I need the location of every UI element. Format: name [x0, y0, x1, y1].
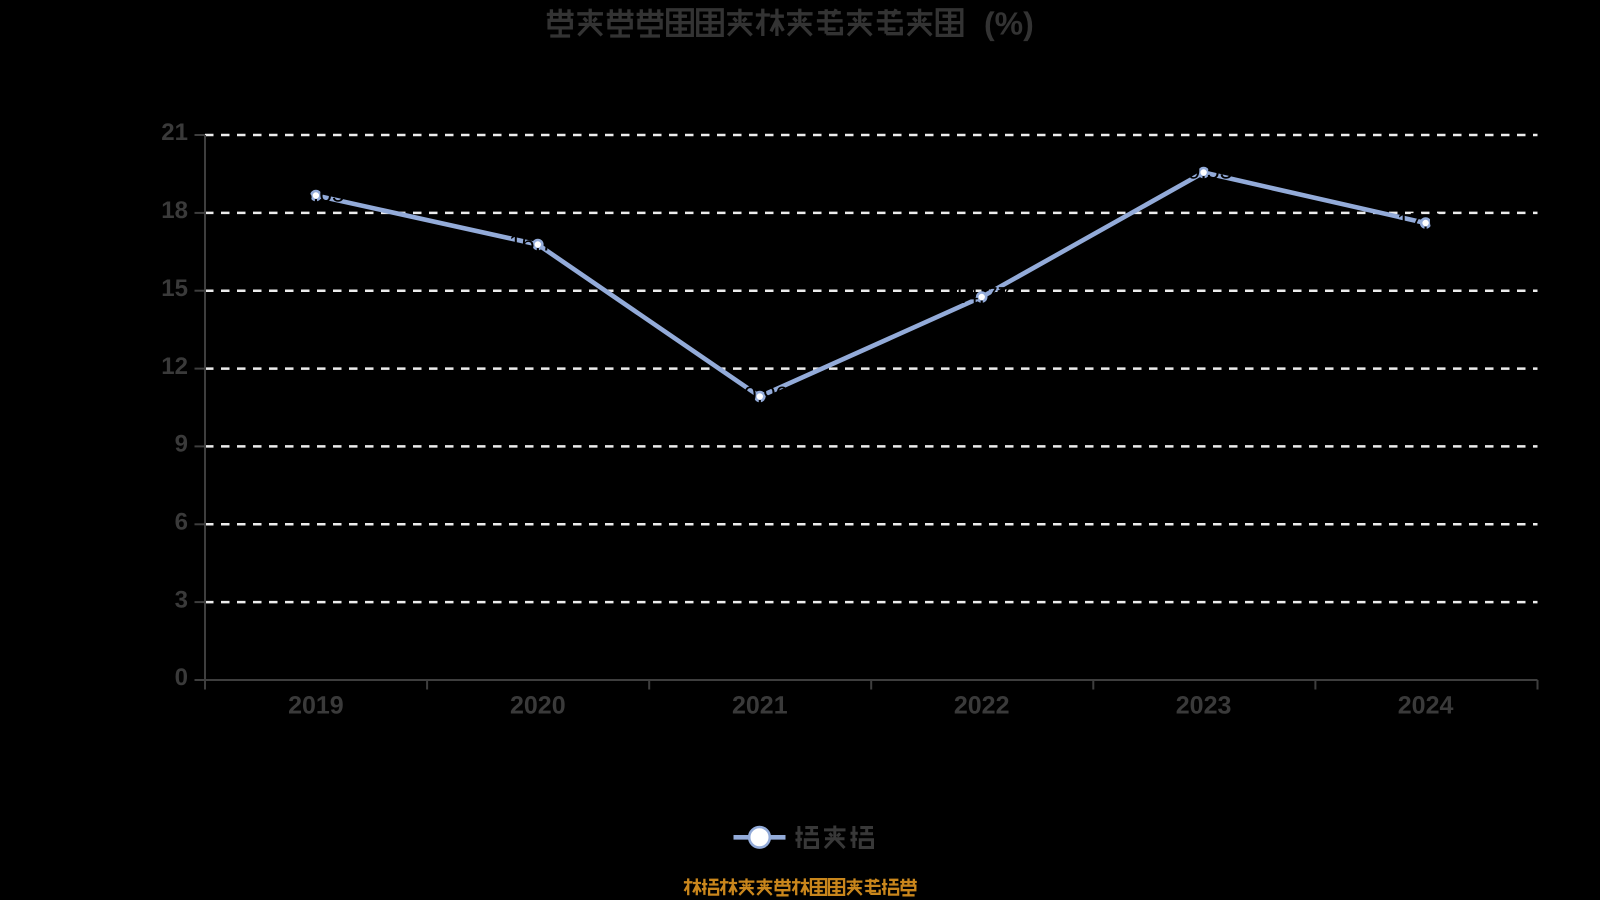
- svg-text:18: 18: [161, 197, 188, 224]
- svg-text:19.53: 19.53: [1175, 157, 1233, 183]
- svg-text:2024: 2024: [1398, 692, 1454, 720]
- svg-text:18.65: 18.65: [287, 180, 345, 206]
- svg-text:15: 15: [161, 275, 188, 302]
- svg-text:3: 3: [175, 586, 188, 613]
- svg-text:21: 21: [161, 119, 188, 146]
- svg-text:9: 9: [175, 431, 188, 458]
- svg-text:2021: 2021: [732, 692, 788, 720]
- svg-text:17.60: 17.60: [1397, 208, 1455, 234]
- svg-text:0: 0: [175, 664, 188, 691]
- svg-text:(%): (%): [984, 6, 1034, 42]
- svg-text:2023: 2023: [1176, 692, 1232, 720]
- svg-text:2020: 2020: [510, 692, 566, 720]
- svg-text:12: 12: [161, 353, 188, 380]
- svg-text:2022: 2022: [954, 692, 1010, 720]
- svg-text:16.76: 16.76: [509, 229, 567, 255]
- svg-text:2019: 2019: [288, 692, 344, 720]
- svg-text:10.90: 10.90: [731, 381, 789, 407]
- svg-text:14.77: 14.77: [953, 282, 1011, 308]
- svg-text:6: 6: [175, 509, 188, 536]
